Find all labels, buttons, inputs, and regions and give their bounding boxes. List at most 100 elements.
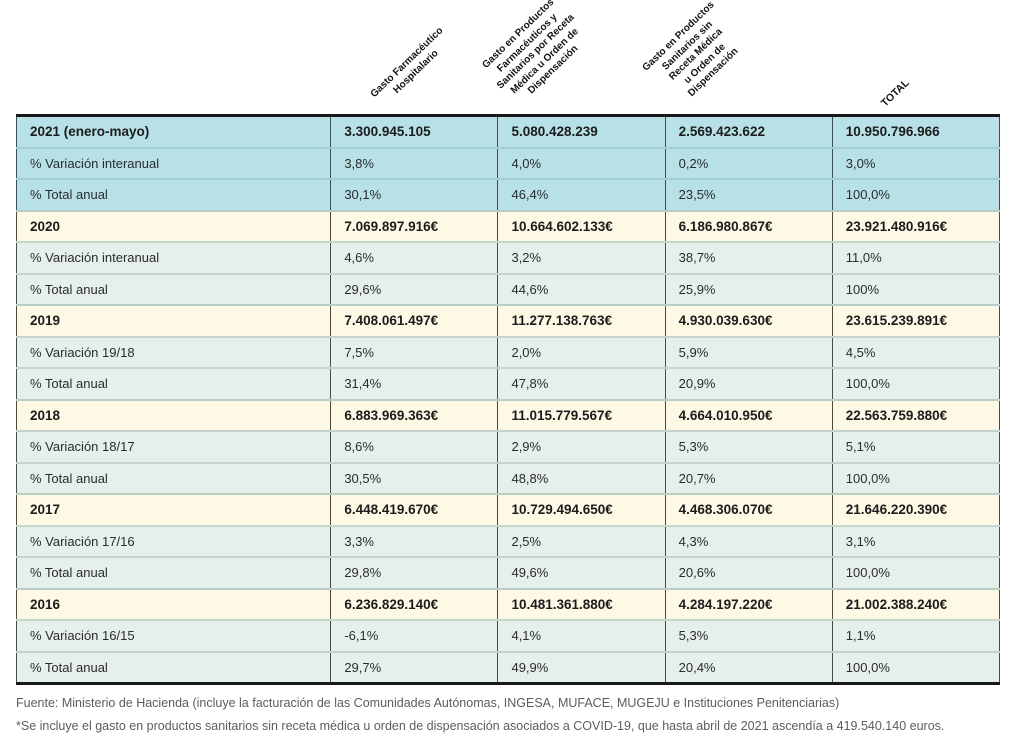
value-cell: 5,9%: [664, 335, 833, 368]
value-cell: 6.186.980.867€: [664, 209, 833, 242]
value-cell: 11.277.138.763€: [497, 304, 666, 337]
value-cell: 4.284.197.220€: [664, 587, 833, 620]
value-cell: 2,5%: [497, 524, 666, 557]
value-cell: 25,9%: [664, 272, 833, 305]
table-row-2020: 2020 7.069.897.916€ 10.664.602.133€ 6.18…: [15, 209, 1001, 242]
value-cell: 4,3%: [664, 524, 833, 557]
value-cell: 49,6%: [497, 556, 666, 589]
row-label-cell: % Variación 17/16: [15, 524, 332, 557]
row-label-cell: % Variación 16/15: [15, 619, 332, 652]
row-label-cell: % Variación interanual: [15, 241, 332, 274]
source-note: Fuente: Ministerio de Hacienda (incluye …: [16, 696, 840, 710]
value-cell: 48,8%: [497, 461, 666, 494]
value-cell: 11.015.779.567€: [497, 398, 666, 431]
table-row-total-anual-2017: % Total anual 29,8% 49,6% 20,6% 100,0%: [15, 556, 1001, 589]
column-header-gasto-farmaceutico-hospitalario: Gasto Farmacéutico Hospitalario: [368, 25, 446, 100]
value-cell: 21.002.388.240€: [831, 587, 1001, 620]
table-row-total-anual-2016: % Total anual 29,7% 49,9% 20,4% 100,0%: [15, 650, 1001, 684]
gasto-farmaceutico-table: 2021 (enero-mayo) 3.300.945.105 5.080.42…: [15, 114, 1001, 685]
table-column-headers: Gasto Farmacéutico Hospitalario Gasto en…: [16, 0, 1008, 114]
row-label-cell: 2020: [15, 209, 332, 242]
value-cell: 29,7%: [330, 650, 499, 684]
table-row-total-anual-2020: % Total anual 29,6% 44,6% 25,9% 100%: [15, 272, 1001, 305]
value-cell: 100,0%: [831, 178, 1001, 211]
value-cell: 3,0%: [831, 146, 1001, 179]
value-cell: 3,3%: [330, 524, 499, 557]
value-cell: 30,1%: [330, 178, 499, 211]
value-cell: 30,5%: [330, 461, 499, 494]
row-label-cell: 2018: [15, 398, 332, 431]
value-cell: 100,0%: [831, 650, 1001, 684]
row-label-cell: % Variación interanual: [15, 146, 332, 179]
value-cell: 4,6%: [330, 241, 499, 274]
value-cell: 20,6%: [664, 556, 833, 589]
row-label-cell: % Total anual: [15, 178, 332, 211]
value-cell: 38,7%: [664, 241, 833, 274]
table-row-variacion-2020: % Variación interanual 4,6% 3,2% 38,7% 1…: [15, 241, 1001, 274]
table-row-total-anual-2019: % Total anual 31,4% 47,8% 20,9% 100,0%: [15, 367, 1001, 400]
value-cell: 7.069.897.916€: [330, 209, 499, 242]
value-cell: 22.563.759.880€: [831, 398, 1001, 431]
table-row-2019: 2019 7.408.061.497€ 11.277.138.763€ 4.93…: [15, 304, 1001, 337]
row-label-cell: % Variación 19/18: [15, 335, 332, 368]
table-row-variacion-2017: % Variación 17/16 3,3% 2,5% 4,3% 3,1%: [15, 524, 1001, 557]
row-label-cell: % Total anual: [15, 461, 332, 494]
value-cell: 100,0%: [831, 556, 1001, 589]
value-cell: 49,9%: [497, 650, 666, 684]
value-cell: 10.729.494.650€: [497, 493, 666, 526]
value-cell: 21.646.220.390€: [831, 493, 1001, 526]
value-cell: 23,5%: [664, 178, 833, 211]
value-cell: 100%: [831, 272, 1001, 305]
value-cell: 3.300.945.105: [330, 115, 499, 148]
value-cell: 10.481.361.880€: [497, 587, 666, 620]
value-cell: 2,9%: [497, 430, 666, 463]
row-label-cell: % Variación 18/17: [15, 430, 332, 463]
table-row-variacion-2018: % Variación 18/17 8,6% 2,9% 5,3% 5,1%: [15, 430, 1001, 463]
column-header-total: TOTAL: [878, 76, 912, 110]
column-header-gasto-productos-sin-receta: Gasto en Productos Sanitarios sin Receta…: [640, 0, 741, 99]
value-cell: 46,4%: [497, 178, 666, 211]
value-cell: 4,1%: [497, 619, 666, 652]
value-cell: 8,6%: [330, 430, 499, 463]
value-cell: 100,0%: [831, 367, 1001, 400]
value-cell: 29,8%: [330, 556, 499, 589]
table-row-2021: 2021 (enero-mayo) 3.300.945.105 5.080.42…: [15, 115, 1001, 148]
column-header-gasto-productos-receta: Gasto en Productos Farmacéuticos y Sanit…: [480, 0, 581, 96]
table-row-variacion-2016: % Variación 16/15 -6,1% 4,1% 5,3% 1,1%: [15, 619, 1001, 652]
value-cell: 6.883.969.363€: [330, 398, 499, 431]
covid-note: *Se incluye el gasto en productos sanita…: [16, 719, 945, 734]
value-cell: 4.930.039.630€: [664, 304, 833, 337]
table-row-total-anual-2021: % Total anual 30,1% 46,4% 23,5% 100,0%: [15, 178, 1001, 211]
value-cell: 5,3%: [664, 619, 833, 652]
row-label-cell: 2016: [15, 587, 332, 620]
value-cell: 100,0%: [831, 461, 1001, 494]
value-cell: 4.468.306.070€: [664, 493, 833, 526]
row-label-cell: 2017: [15, 493, 332, 526]
value-cell: 20,7%: [664, 461, 833, 494]
table-row-2018: 2018 6.883.969.363€ 11.015.779.567€ 4.66…: [15, 398, 1001, 431]
value-cell: 3,2%: [497, 241, 666, 274]
row-label-cell: 2021 (enero-mayo): [15, 115, 332, 148]
value-cell: 2.569.423.622: [664, 115, 833, 148]
row-label-cell: 2019: [15, 304, 332, 337]
value-cell: 11,0%: [831, 241, 1001, 274]
value-cell: 4.664.010.950€: [664, 398, 833, 431]
value-cell: 5,1%: [831, 430, 1001, 463]
value-cell: 1,1%: [831, 619, 1001, 652]
value-cell: 6.236.829.140€: [330, 587, 499, 620]
value-cell: 10.664.602.133€: [497, 209, 666, 242]
row-label-cell: % Total anual: [15, 272, 332, 305]
row-label-cell: % Total anual: [15, 367, 332, 400]
value-cell: 3,1%: [831, 524, 1001, 557]
table-row-2017: 2017 6.448.419.670€ 10.729.494.650€ 4.46…: [15, 493, 1001, 526]
value-cell: 4,0%: [497, 146, 666, 179]
value-cell: 20,4%: [664, 650, 833, 684]
value-cell: 5,3%: [664, 430, 833, 463]
table-row-variacion-2019: % Variación 19/18 7,5% 2,0% 5,9% 4,5%: [15, 335, 1001, 368]
value-cell: 23.921.480.916€: [831, 209, 1001, 242]
row-label-cell: % Total anual: [15, 556, 332, 589]
table-row-total-anual-2018: % Total anual 30,5% 48,8% 20,7% 100,0%: [15, 461, 1001, 494]
value-cell: 47,8%: [497, 367, 666, 400]
value-cell: 0,2%: [664, 146, 833, 179]
value-cell: 10.950.796.966: [831, 115, 1001, 148]
